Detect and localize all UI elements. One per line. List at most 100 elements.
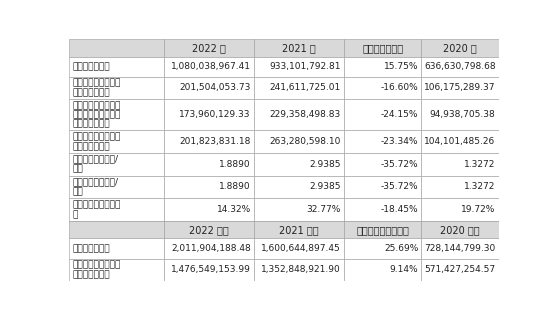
Text: 201,823,831.18: 201,823,831.18 bbox=[179, 137, 251, 146]
Text: 32.77%: 32.77% bbox=[307, 205, 341, 214]
Bar bbox=[164, 239, 254, 258]
Bar bbox=[422, 153, 499, 176]
Bar bbox=[69, 239, 164, 258]
Bar bbox=[422, 76, 499, 99]
Bar bbox=[344, 130, 422, 153]
Bar bbox=[344, 57, 422, 76]
Text: -23.34%: -23.34% bbox=[381, 137, 418, 146]
Text: 2020 年: 2020 年 bbox=[443, 43, 477, 53]
Text: 的净资产（元）: 的净资产（元） bbox=[72, 270, 110, 279]
Bar bbox=[164, 130, 254, 153]
Text: 2.9385: 2.9385 bbox=[310, 182, 341, 191]
Text: 2021 年: 2021 年 bbox=[282, 43, 316, 53]
Bar bbox=[344, 39, 422, 57]
Bar bbox=[164, 76, 254, 99]
Text: 归属于上市公司股东: 归属于上市公司股东 bbox=[72, 260, 121, 270]
Text: 728,144,799.30: 728,144,799.30 bbox=[424, 244, 496, 253]
Text: -35.72%: -35.72% bbox=[381, 182, 418, 191]
Text: 资产总额（元）: 资产总额（元） bbox=[72, 244, 110, 253]
Text: -16.60%: -16.60% bbox=[381, 83, 418, 93]
Bar bbox=[69, 221, 164, 239]
Bar bbox=[254, 176, 344, 198]
Bar bbox=[422, 198, 499, 221]
Bar bbox=[344, 258, 422, 281]
Text: 571,427,254.57: 571,427,254.57 bbox=[424, 265, 496, 274]
Bar bbox=[69, 57, 164, 76]
Text: -18.45%: -18.45% bbox=[381, 205, 418, 214]
Bar bbox=[69, 198, 164, 221]
Bar bbox=[69, 99, 164, 130]
Bar bbox=[344, 99, 422, 130]
Text: 1,352,848,921.90: 1,352,848,921.90 bbox=[261, 265, 341, 274]
Text: 加权平均净资产收益: 加权平均净资产收益 bbox=[72, 200, 121, 209]
Text: 19.72%: 19.72% bbox=[461, 205, 496, 214]
Bar bbox=[254, 153, 344, 176]
Bar bbox=[164, 57, 254, 76]
Bar bbox=[254, 198, 344, 221]
Bar bbox=[69, 39, 164, 57]
Bar bbox=[344, 153, 422, 176]
Bar bbox=[164, 198, 254, 221]
Text: 94,938,705.38: 94,938,705.38 bbox=[430, 110, 496, 119]
Bar bbox=[422, 57, 499, 76]
Text: 稀释每股收益（元/: 稀释每股收益（元/ bbox=[72, 178, 118, 186]
Bar bbox=[254, 76, 344, 99]
Bar bbox=[254, 57, 344, 76]
Bar bbox=[422, 221, 499, 239]
Text: 归属于上市公司股东: 归属于上市公司股东 bbox=[72, 78, 121, 88]
Text: 104,101,485.26: 104,101,485.26 bbox=[424, 137, 496, 146]
Bar bbox=[164, 99, 254, 130]
Bar bbox=[344, 198, 422, 221]
Bar bbox=[422, 258, 499, 281]
Text: 1.8890: 1.8890 bbox=[219, 160, 251, 169]
Bar bbox=[422, 176, 499, 198]
Text: 股）: 股） bbox=[72, 187, 83, 196]
Text: 流量净额（元）: 流量净额（元） bbox=[72, 142, 110, 151]
Text: 2021 年末: 2021 年末 bbox=[279, 225, 319, 235]
Bar bbox=[164, 258, 254, 281]
Text: 9.14%: 9.14% bbox=[389, 265, 418, 274]
Bar bbox=[254, 130, 344, 153]
Text: 1.3272: 1.3272 bbox=[464, 182, 496, 191]
Bar bbox=[254, 39, 344, 57]
Text: 1.3272: 1.3272 bbox=[464, 160, 496, 169]
Text: 636,630,798.68: 636,630,798.68 bbox=[424, 62, 496, 71]
Text: 本年末比上年末增减: 本年末比上年末增减 bbox=[356, 225, 409, 235]
Text: 241,611,725.01: 241,611,725.01 bbox=[270, 83, 341, 93]
Text: 229,358,498.83: 229,358,498.83 bbox=[270, 110, 341, 119]
Bar bbox=[422, 99, 499, 130]
Text: 2,011,904,188.48: 2,011,904,188.48 bbox=[171, 244, 251, 253]
Bar bbox=[422, 39, 499, 57]
Text: 1,600,644,897.45: 1,600,644,897.45 bbox=[261, 244, 341, 253]
Text: 基本每股收益（元/: 基本每股收益（元/ bbox=[72, 155, 118, 164]
Text: -24.15%: -24.15% bbox=[381, 110, 418, 119]
Text: 15.75%: 15.75% bbox=[384, 62, 418, 71]
Bar bbox=[344, 239, 422, 258]
Bar bbox=[254, 99, 344, 130]
Text: 14.32%: 14.32% bbox=[217, 205, 251, 214]
Bar bbox=[254, 258, 344, 281]
Bar bbox=[69, 76, 164, 99]
Text: 率: 率 bbox=[72, 210, 78, 219]
Bar bbox=[344, 221, 422, 239]
Text: 933,101,792.81: 933,101,792.81 bbox=[270, 62, 341, 71]
Bar bbox=[254, 239, 344, 258]
Text: 2.9385: 2.9385 bbox=[310, 160, 341, 169]
Text: 归属于上市公司股东: 归属于上市公司股东 bbox=[72, 101, 121, 110]
Bar bbox=[69, 153, 164, 176]
Text: -35.72%: -35.72% bbox=[381, 160, 418, 169]
Text: 2020 年末: 2020 年末 bbox=[440, 225, 480, 235]
Text: 经营活动产生的现金: 经营活动产生的现金 bbox=[72, 132, 121, 141]
Text: 263,280,598.10: 263,280,598.10 bbox=[270, 137, 341, 146]
Text: 1.8890: 1.8890 bbox=[219, 182, 251, 191]
Text: 25.69%: 25.69% bbox=[384, 244, 418, 253]
Bar bbox=[164, 39, 254, 57]
Text: 本年比上年增减: 本年比上年增减 bbox=[362, 43, 403, 53]
Bar bbox=[344, 176, 422, 198]
Text: 2022 年: 2022 年 bbox=[192, 43, 225, 53]
Text: 营业收入（元）: 营业收入（元） bbox=[72, 62, 110, 71]
Bar bbox=[254, 221, 344, 239]
Bar bbox=[69, 258, 164, 281]
Text: 106,175,289.37: 106,175,289.37 bbox=[424, 83, 496, 93]
Bar bbox=[344, 76, 422, 99]
